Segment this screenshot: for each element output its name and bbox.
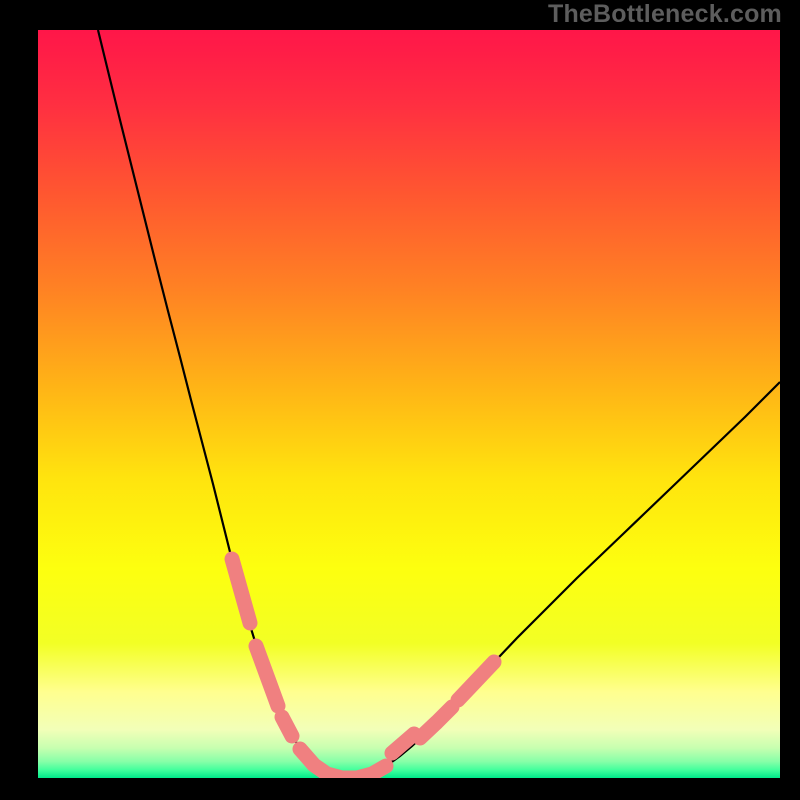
watermark-text: TheBottleneck.com [548, 0, 782, 29]
gradient-background [38, 30, 780, 778]
plot-area [38, 30, 780, 778]
chart-svg [38, 30, 780, 778]
highlight-segment [282, 717, 292, 736]
